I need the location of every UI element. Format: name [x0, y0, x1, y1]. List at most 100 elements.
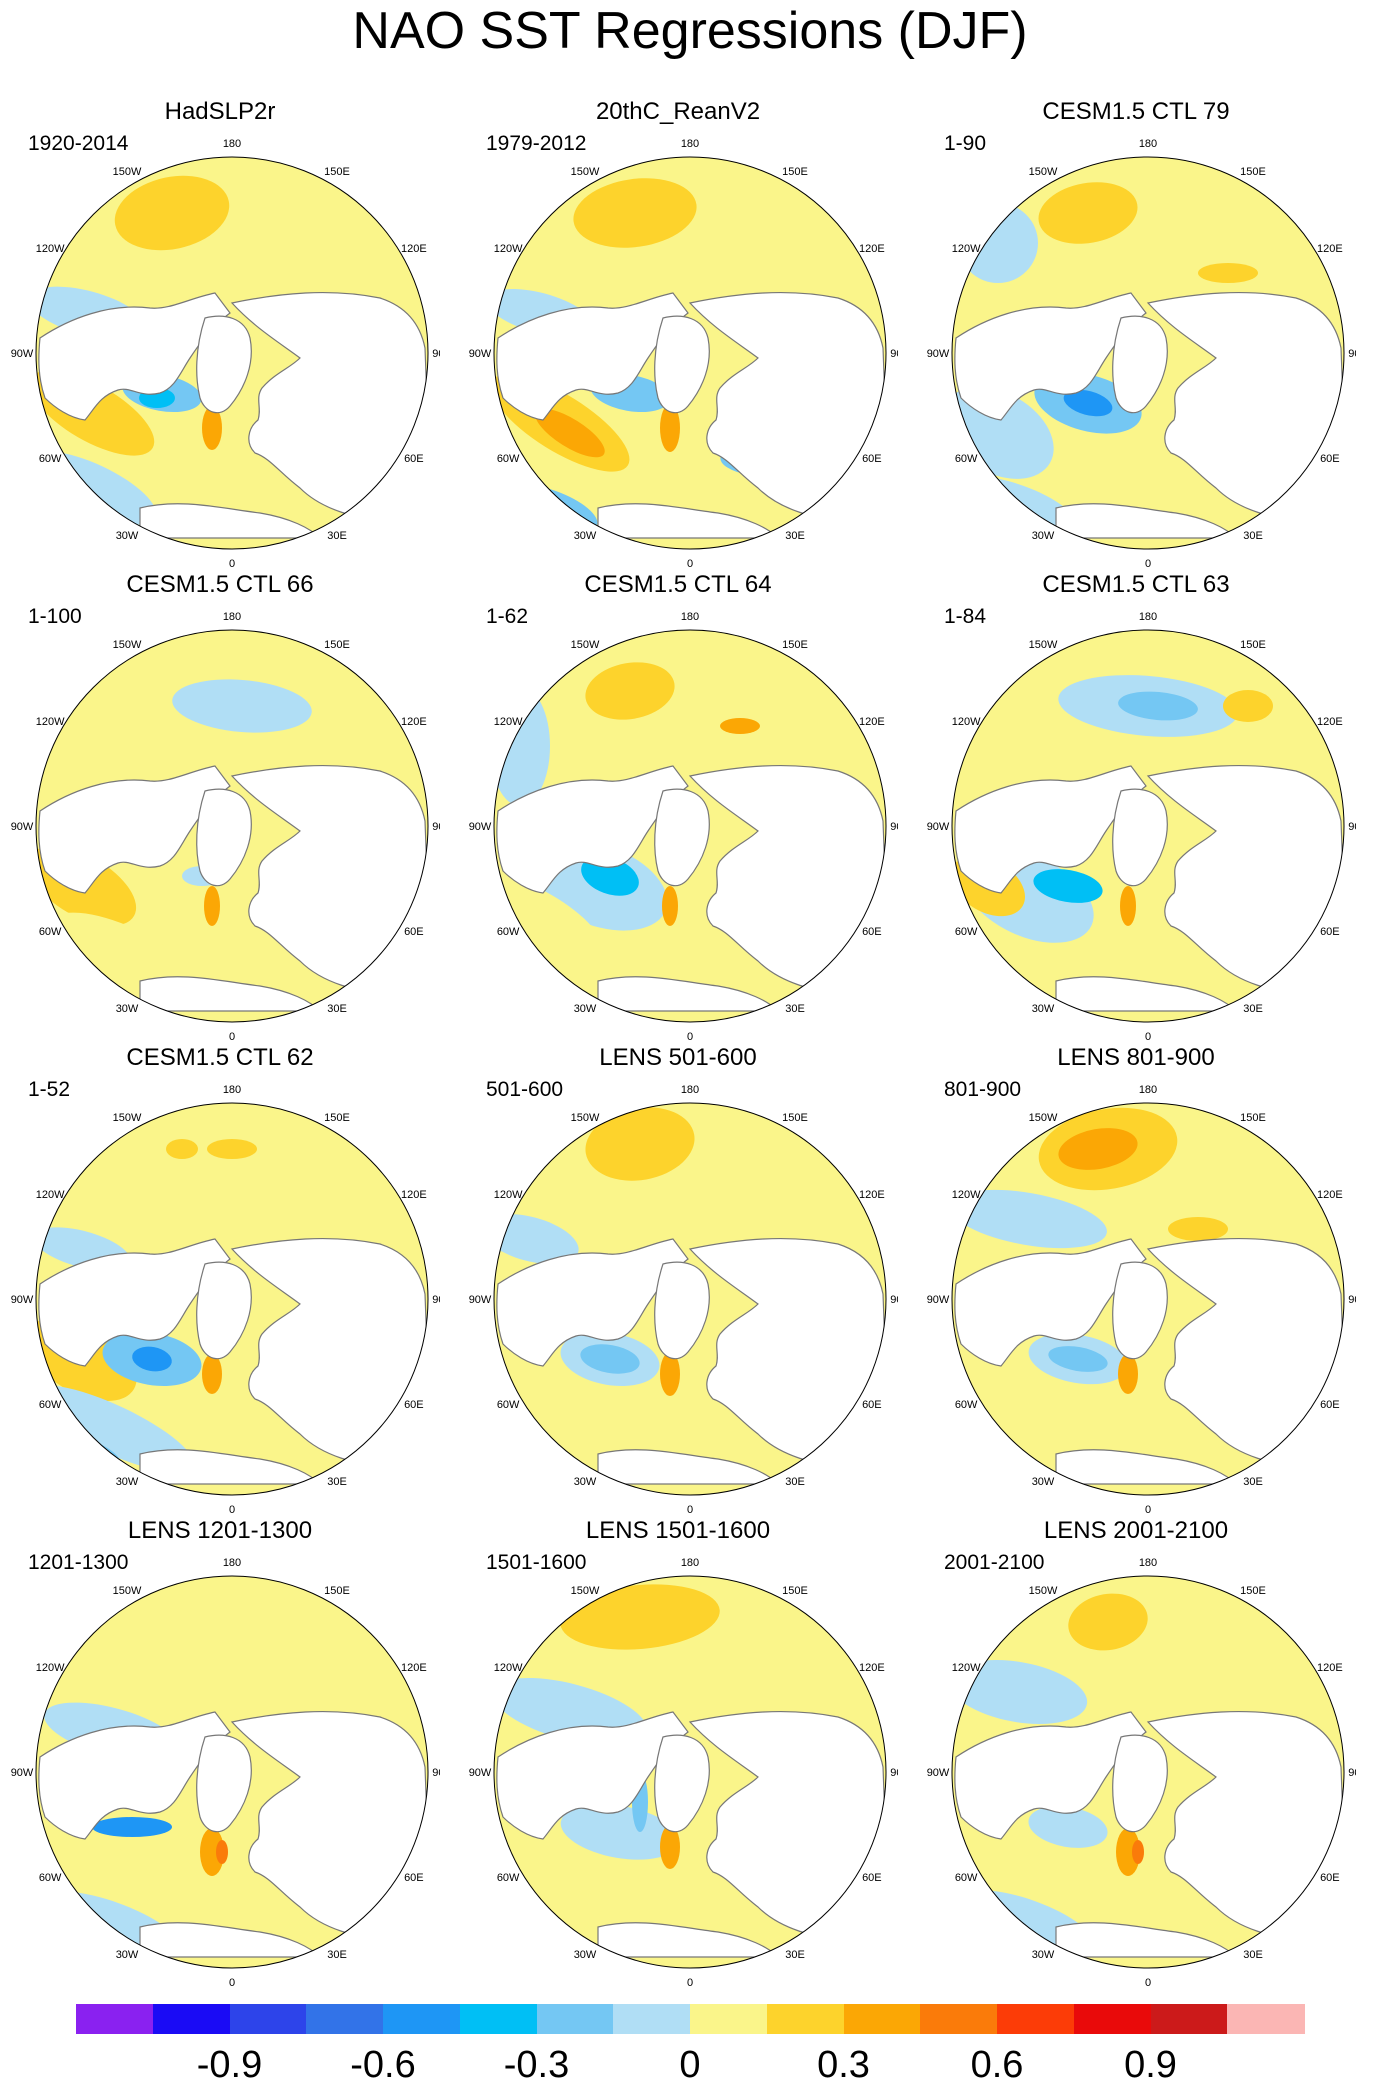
map-panel: 20thC_ReanV2 1979-2012 180 150E 120E 90E 60E 30… — [458, 98, 898, 570]
longitude-label: 90E — [1348, 1767, 1356, 1779]
longitude-label: 90W — [11, 1294, 34, 1306]
anomaly-region — [102, 1121, 242, 1197]
longitude-label: 60W — [39, 926, 62, 938]
longitude-label: 0 — [229, 1977, 235, 1989]
anomaly-region — [204, 886, 220, 926]
longitude-label: 180 — [223, 138, 241, 150]
land-mass — [496, 292, 689, 421]
anomaly-region — [114, 175, 230, 251]
panel-title: LENS 2001-2100 — [1043, 1517, 1229, 1544]
longitude-label: 60W — [955, 1872, 978, 1884]
land-mass — [954, 1238, 1147, 1367]
longitude-label: 0 — [687, 1977, 693, 1989]
longitude-label: 120E — [401, 243, 427, 255]
longitude-label: 150W — [113, 166, 142, 178]
longitude-label: 120W — [494, 243, 523, 255]
panel-title: CESM1.5 CTL 62 — [126, 1044, 314, 1071]
panel-period-label: 1920-2014 — [28, 132, 129, 155]
anomaly-region — [573, 178, 697, 248]
map-border — [951, 156, 1345, 550]
land-mass — [1146, 291, 1344, 520]
longitude-label: 60E — [1320, 926, 1340, 938]
land-mass — [688, 764, 886, 993]
longitude-label: 90W — [927, 821, 950, 833]
longitude-label: 60W — [955, 1399, 978, 1411]
anomaly-region — [660, 1825, 680, 1869]
anomaly-region — [494, 1335, 640, 1443]
polar-map: 180 150E 120E 90E 60E 30E 0 30W 60W 90W 120W 150W — [469, 1084, 898, 1516]
longitude-label: 30W — [1032, 1949, 1055, 1961]
longitude-label: 120E — [859, 1662, 885, 1674]
map-border — [951, 1575, 1345, 1969]
panel-title: LENS 801-900 — [1057, 1044, 1215, 1071]
longitude-label: 90E — [890, 821, 898, 833]
longitude-label: 120E — [1317, 716, 1343, 728]
anomaly-region — [952, 1811, 1080, 1913]
longitude-label: 150W — [571, 166, 600, 178]
land-mass — [1112, 788, 1168, 887]
land-mass — [496, 1711, 689, 1840]
anomaly-region — [1120, 886, 1136, 926]
land-mass — [38, 1711, 231, 1840]
anomaly-region — [585, 1107, 695, 1181]
longitude-label: 180 — [681, 138, 699, 150]
longitude-label: 120W — [36, 1189, 65, 1201]
longitude-label: 60E — [862, 926, 882, 938]
panel-period-label: 2001-2100 — [944, 1551, 1045, 1574]
panel-period-label: 1-84 — [944, 605, 987, 628]
longitude-label: 150W — [1029, 639, 1058, 651]
longitude-label: 180 — [223, 1557, 241, 1569]
colorbar-tick-label: 0.3 — [817, 2044, 870, 2086]
polar-map: 180 150E 120E 90E 60E 30E 0 30W 60W 90W 120W 150W — [11, 1557, 440, 1989]
longitude-label: 0 — [229, 1031, 235, 1043]
longitude-label: 60E — [1320, 453, 1340, 465]
colorbar-tick-label: -0.3 — [503, 2044, 570, 2086]
longitude-label: 0 — [1145, 558, 1151, 570]
land-mass — [196, 1261, 252, 1360]
panel-title: LENS 1201-1300 — [127, 1517, 313, 1544]
longitude-label: 30W — [1032, 1003, 1055, 1015]
map-border — [35, 1575, 429, 1969]
longitude-label: 120E — [401, 1662, 427, 1674]
anomaly-region — [166, 1139, 198, 1159]
longitude-label: 30W — [116, 1476, 139, 1488]
longitude-label: 60W — [39, 1872, 62, 1884]
land-mass — [654, 1261, 710, 1360]
longitude-label: 90E — [890, 1767, 898, 1779]
land-mass — [954, 765, 1147, 894]
longitude-label: 60E — [404, 453, 424, 465]
longitude-label: 150W — [1029, 1585, 1058, 1597]
longitude-label: 90W — [11, 1767, 34, 1779]
colorbar-swatch — [1150, 2004, 1228, 2034]
longitude-label: 150E — [1240, 166, 1266, 178]
polar-map: 180 150E 120E 90E 60E 30E 0 30W 60W 90W 120W 150W — [927, 1557, 1356, 1989]
longitude-label: 120W — [952, 243, 981, 255]
land-mass — [38, 765, 231, 894]
longitude-label: 0 — [1145, 1504, 1151, 1516]
longitude-label: 150W — [571, 1585, 600, 1597]
longitude-label: 30W — [574, 1476, 597, 1488]
longitude-label: 90E — [432, 1767, 440, 1779]
longitude-label: 120W — [494, 1662, 523, 1674]
map-panel: HadSLP2r 1920-2014 180 150E 120E 90E 60E 30E 0 30… — [0, 98, 440, 570]
land-mass — [230, 1710, 428, 1939]
longitude-label: 120E — [859, 243, 885, 255]
anomaly-region — [494, 875, 602, 957]
panel-title: LENS 1501-1600 — [585, 1517, 771, 1544]
longitude-label: 150W — [113, 1112, 142, 1124]
longitude-label: 90E — [432, 1294, 440, 1306]
longitude-label: 60W — [39, 453, 62, 465]
land-mass — [496, 765, 689, 894]
map-border — [35, 629, 429, 1023]
colorbar-swatch — [383, 2004, 461, 2034]
anomaly-region — [1033, 869, 1103, 903]
anomaly-region — [1223, 690, 1273, 722]
longitude-label: 150E — [1240, 639, 1266, 651]
longitude-label: 60E — [404, 1872, 424, 1884]
longitude-label: 0 — [229, 1504, 235, 1516]
land-mass — [954, 292, 1147, 421]
longitude-label: 150E — [1240, 1585, 1266, 1597]
panel-title: HadSLP2r — [164, 98, 276, 125]
longitude-label: 30E — [785, 1003, 805, 1015]
colorbar-swatch — [690, 2004, 768, 2034]
